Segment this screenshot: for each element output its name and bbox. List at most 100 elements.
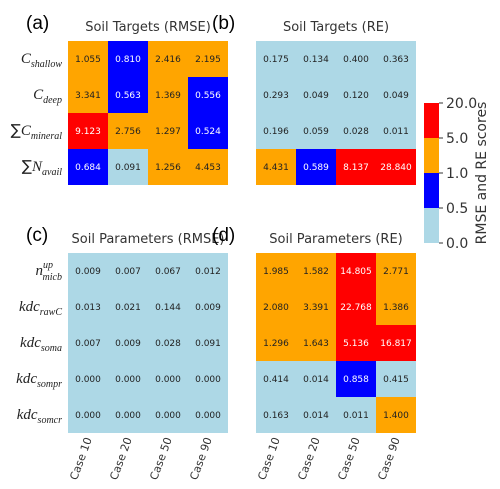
- panel-c-cell: [68, 253, 108, 289]
- panel-c-cell: [108, 325, 148, 361]
- panel-a-title: Soil Targets (RMSE): [85, 20, 211, 35]
- panel-c-cell: [108, 397, 148, 433]
- panel-d-letter: (d): [212, 225, 235, 246]
- panel-c-cell-value: 0.000: [75, 411, 101, 421]
- panel-c-cell-value: 0.009: [115, 339, 141, 349]
- panel-b-cell-value: 0.400: [343, 55, 369, 65]
- panel-c-cell: [68, 325, 108, 361]
- panel-d-cell-value: 0.014: [303, 411, 329, 421]
- panel-d-cell-value: 0.014: [303, 375, 329, 385]
- panel-b-cell-value: 0.196: [263, 127, 289, 137]
- row-label: nup micb: [35, 260, 62, 283]
- panel-d-cell-value: 1.985: [263, 267, 289, 277]
- panel-d-cell-value: 0.011: [343, 411, 369, 421]
- panel-d-cell-value: 0.415: [383, 375, 409, 385]
- panel-d-cell: [376, 325, 416, 361]
- panel-d-cell-value: 22.768: [340, 303, 372, 313]
- colorbar-tick-label: 20.0: [446, 96, 477, 112]
- panel-c-cell: [108, 253, 148, 289]
- panel-b-cell-value: 0.293: [263, 91, 289, 101]
- row-label: Cshallow: [21, 51, 62, 70]
- panel-a-cell-value: 0.684: [75, 163, 101, 173]
- colorbar-segment: [424, 138, 439, 173]
- panel-b-cell: [296, 77, 336, 113]
- panel-c-cell: [148, 325, 188, 361]
- panel-a-cell-value: 0.091: [115, 163, 141, 173]
- colorbar-tick-label: 0.0: [446, 236, 468, 252]
- panel-b-cell-value: 0.011: [383, 127, 409, 137]
- panel-a-cell-value: 4.453: [195, 163, 221, 173]
- panel-a-cell: [68, 113, 108, 149]
- panel-c-cell-value: 0.013: [75, 303, 101, 313]
- panel-d-cell-value: 1.582: [303, 267, 329, 277]
- column-label: Case 90: [375, 436, 402, 482]
- colorbar-tick-label: 0.5: [446, 201, 468, 217]
- panel-c-cell-value: 0.000: [75, 375, 101, 385]
- panel-d-cell-value: 16.817: [380, 339, 412, 349]
- panel-a-cell-value: 2.195: [195, 55, 221, 65]
- panel-d-cell: [256, 397, 296, 433]
- panel-b-cell: [296, 149, 336, 185]
- panel-b-cell-value: 0.028: [343, 127, 369, 137]
- panel-c-cell: [188, 361, 228, 397]
- panel-a-letter: (a): [26, 13, 49, 34]
- panel-a-cell: [148, 113, 188, 149]
- row-label: ∑Navail: [22, 157, 62, 178]
- panel-c-letter: (c): [26, 225, 48, 246]
- column-label: Case 50: [335, 436, 362, 482]
- panel-b-cell-value: 0.120: [343, 91, 369, 101]
- column-label: Case 20: [295, 436, 322, 482]
- panel-c-cell-value: 0.012: [195, 267, 221, 277]
- colorbar-segment: [424, 208, 439, 243]
- panel-c-cell: [188, 397, 228, 433]
- panel-a-cell: [188, 77, 228, 113]
- panel-d-cell: [296, 325, 336, 361]
- panel-a-cell: [108, 113, 148, 149]
- row-label: kdcsoma: [20, 335, 62, 354]
- panel-a-cell: [188, 113, 228, 149]
- panel-b-cell: [256, 113, 296, 149]
- panel-c-cell-value: 0.021: [115, 303, 141, 313]
- colorbar-segment: [424, 173, 439, 208]
- panel-d-cell: [296, 361, 336, 397]
- panel-c-title: Soil Parameters (RMSE): [72, 232, 225, 247]
- panel-c-cell: [68, 361, 108, 397]
- panel-c-cell: [108, 289, 148, 325]
- panel-d-cell-value: 2.080: [263, 303, 289, 313]
- panel-c-cell-value: 0.067: [155, 267, 181, 277]
- panel-d-cell: [376, 361, 416, 397]
- panel-a-cell-value: 0.524: [195, 127, 221, 137]
- panel-b-cell-value: 4.431: [263, 163, 289, 173]
- panel-d-cell-value: 0.163: [263, 411, 289, 421]
- panel-b-cell: [336, 41, 376, 77]
- column-label: Case 10: [67, 436, 94, 482]
- row-label: kdcrawC: [19, 299, 62, 318]
- panel-b-cell: [256, 41, 296, 77]
- panel-c-cell: [68, 397, 108, 433]
- panel-c-cell-value: 0.000: [155, 375, 181, 385]
- panel-b-cell-value: 0.589: [303, 163, 329, 173]
- panel-c-cell: [148, 397, 188, 433]
- panel-d-cell-value: 1.386: [383, 303, 409, 313]
- colorbar-segment: [424, 103, 439, 138]
- row-label: Cdeep: [33, 87, 62, 106]
- column-label: Case 10: [255, 436, 282, 482]
- row-label: ∑Cmineral: [11, 121, 62, 142]
- panel-c-cell-value: 0.000: [195, 411, 221, 421]
- panel-c-cell: [188, 289, 228, 325]
- panel-a-cell-value: 3.341: [75, 91, 101, 101]
- panel-b-cell-value: 0.134: [303, 55, 329, 65]
- panel-b-cell: [376, 77, 416, 113]
- panel-d-cell: [336, 325, 376, 361]
- panel-b-cell-value: 0.049: [303, 91, 329, 101]
- panel-d-cell-value: 14.805: [340, 267, 372, 277]
- panel-d-cell-value: 1.296: [263, 339, 289, 349]
- panel-b-cell-value: 8.137: [343, 163, 369, 173]
- panel-a-cell-value: 0.810: [115, 55, 141, 65]
- panel-c-cell-value: 0.000: [155, 411, 181, 421]
- panel-c-cell-value: 0.007: [115, 267, 141, 277]
- panel-c-cell-value: 0.009: [75, 267, 101, 277]
- panel-b-title: Soil Targets (RE): [283, 20, 389, 35]
- panel-a-cell: [108, 41, 148, 77]
